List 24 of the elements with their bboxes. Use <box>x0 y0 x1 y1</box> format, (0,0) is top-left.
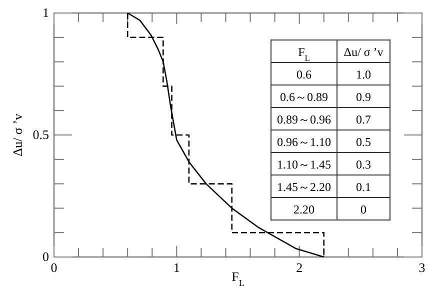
annotation: 0 <box>360 202 366 216</box>
y-tick-label: 0 <box>42 249 49 264</box>
annotation: 1.10～1.45 <box>277 158 331 172</box>
annotation: 0.5 <box>356 135 371 149</box>
annotation: 0.9 <box>356 90 371 104</box>
annotation: 0.1 <box>356 180 371 194</box>
x-tick-label: 3 <box>418 260 426 275</box>
x-axis-title: F$_{L}$ <box>232 269 245 288</box>
annotation: 0.96～1.10 <box>277 135 331 149</box>
y-tick-label: 0.5 <box>32 127 49 142</box>
annotation: 0.6～0.89 <box>280 90 328 104</box>
y-axis-title: Δu/ σ ’v <box>10 113 25 156</box>
annotation: 1.45～2.20 <box>277 180 331 194</box>
x-tick-label: 2 <box>296 260 303 275</box>
annotation: Δu/ σ ’v <box>344 45 384 59</box>
x-tick-label: 1 <box>173 260 180 275</box>
y-tick-label: 1 <box>42 5 49 20</box>
annotation: F$_{L}$ <box>298 45 310 62</box>
annotation: 0.7 <box>356 112 371 126</box>
annotation: 2.20 <box>294 202 314 216</box>
annotation: 0.3 <box>356 158 371 172</box>
annotation: 0.6 <box>296 68 312 82</box>
annotation: 1.0 <box>356 68 371 82</box>
annotation: 0.89～0.96 <box>277 112 331 126</box>
